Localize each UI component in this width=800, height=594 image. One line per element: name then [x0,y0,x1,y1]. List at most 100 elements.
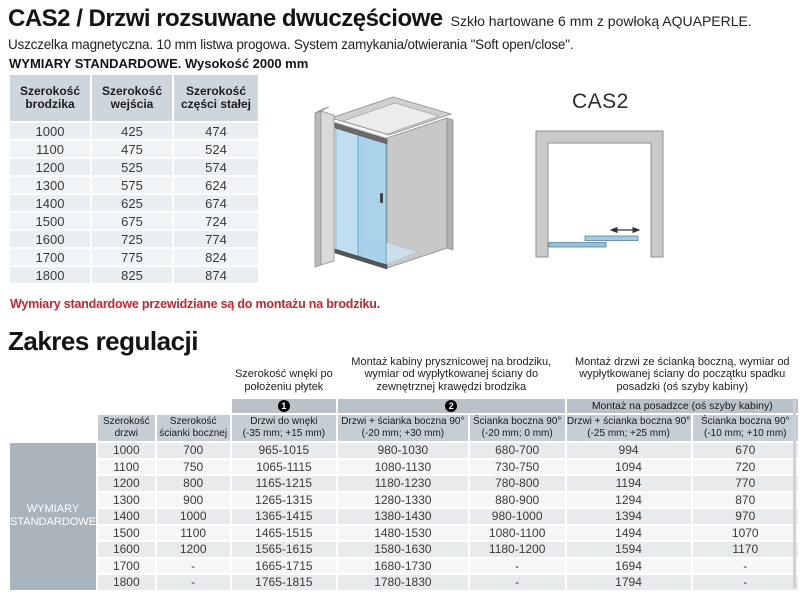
table-row: 1800 825 874 [10,267,258,283]
column-header-drzwi-scianka-90-tray: Drzwi + ścianka boczna 90° (-20 mm; +30 m… [338,415,468,441]
table-cell: 625 [92,195,172,211]
bottom-rail [334,248,388,270]
table-cell: 1100 [97,459,155,474]
table-cell: 1480-1530 [338,525,468,540]
table-cell: 1194 [566,476,691,491]
column-header-szerokosc-scianki: Szerokość ścianki bocznej [156,415,230,441]
table-cell: 1580-1630 [338,542,468,557]
table-cell: - [469,558,565,573]
table-cell: 1080-1100 [469,525,565,540]
table-cell: 700 [156,443,230,458]
table-cell: 1080-1130 [338,459,468,474]
standard-dimensions-table: Szerokość brodzika Szerokość wejścia Sze… [8,73,260,285]
table-row: 1500 1100 1465-1515 1480-1530 1080-1100 1494 1… [10,525,798,540]
badge-band-1: 1 [231,399,336,413]
column-header-scianka-90-floor: Ścianka boczna 90° (-10 mm; +10 mm) [692,415,798,441]
fixed-panel-plan [548,242,607,248]
table-row: 1700 775 824 [10,249,258,265]
table-cell: 965-1015 [231,443,336,458]
wall-outline [535,130,664,258]
table-row: 1100 475 524 [10,141,258,157]
table-cell: 1600 [10,231,90,247]
table-cell: 1294 [566,492,691,507]
table-cell: 1200 [156,542,230,557]
table-row: 1800-1765-1815 1780-1830-1794- [10,575,798,590]
table-cell: 800 [156,476,230,491]
table-cell: 1400 [97,509,155,524]
badge-band-2: 2 [338,399,565,413]
table-cell: 1100 [156,525,230,540]
regulation-range-table: Szerokość wnęki po położeniu płytek Mont… [8,343,800,592]
table-cell: 624 [174,177,258,193]
table-cell: 1180-1230 [338,476,468,491]
table-cell: 575 [92,177,172,193]
table-cell: 874 [174,267,258,283]
wall-pillar-top [314,106,330,114]
product-description: Uszczelka magnetyczna. 10 mm listwa prog… [8,37,574,52]
table-cell: 670 [692,443,798,458]
table-cell: 1300 [97,492,155,507]
table-cell: 880-900 [469,492,565,507]
badge-row: 1 2 Montaż na posadzce (oś szyby kabiny) [10,399,798,413]
sliding-panel-plan [584,235,639,241]
table-cell: 1065-1115 [231,459,336,474]
table-cell: 1180-1200 [469,542,565,557]
group-header-floor-mount: Montaż drzwi ze ścianką boczną, wymiar o… [574,356,790,393]
side-label-wymiary-standardowe: WYMIARY STANDARDOWE [10,443,96,590]
column-header-szerokosc-brodzika: Szerokość brodzika [10,75,90,121]
table-cell: 1380-1430 [338,509,468,524]
table-cell: 1300 [10,177,90,193]
standard-dimensions-heading: WYMIARY STANDARDOWE. Wysokość 2000 mm [9,56,309,71]
table-cell: 1200 [97,476,155,491]
table-row: 1200 800 1165-1215 1180-1230 780-800 1194 770 [10,476,798,491]
table-cell: 1465-1515 [231,525,336,540]
table-cell: 970 [692,509,798,524]
table-cell: 574 [174,159,258,175]
table-cell: 425 [92,123,172,139]
table-cell: 674 [174,195,258,211]
table-cell: 770 [692,476,798,491]
table-cell: - [692,575,798,590]
table-row: 1400 625 674 [10,195,258,211]
table-cell: 730-750 [469,459,565,474]
table-row: 1300 575 624 [10,177,258,193]
top-view-drawing [535,130,664,258]
column-header-scianka-90-tray: Ścianka boczna 90° (-20 mm; 0 mm) [469,415,565,441]
table-cell: 980-1030 [338,443,468,458]
table-cell: - [469,575,565,590]
table-row: 1300 900 1265-1315 1280-1330 880-900 1294 870 [10,492,798,507]
top-rim-inner [341,102,441,135]
table-cell: 825 [92,267,172,283]
table-cell: 1700 [97,558,155,573]
slide-direction-arrow-icon [609,226,641,234]
shower-cabin-3d-drawing [314,96,454,270]
column-header-szerokosc-drzwi: Szerokość drzwi [97,415,155,441]
table-cell: 1800 [10,267,90,283]
table-cell: 1594 [566,542,691,557]
table-cell: 1280-1330 [338,492,468,507]
table-cell: 724 [174,213,258,229]
table-cell: 1680-1730 [338,558,468,573]
table-cell: 1780-1830 [338,575,468,590]
table-cell: 775 [92,249,172,265]
table-cell: 1600 [97,542,155,557]
table-row: WYMIARY STANDARDOWE 1000 700 965-1015 980-1… [10,443,798,590]
table-cell: 525 [92,159,172,175]
table-cell: - [156,575,230,590]
step-2-badge-icon: 2 [445,400,458,413]
column-header-szerokosc-czesci-stalej: Szerokość części stałej [174,75,258,121]
table-cell: 1494 [566,525,691,540]
floor-mount-band: Montaż na posadzce (oś szyby kabiny) [566,399,798,413]
table-cell: 1070 [692,525,798,540]
table-row: 1000 425 474 [10,123,258,139]
column-header-drzwi-do-wneki: Drzwi do wnęki (-35 mm; +15 mm) [231,415,336,441]
table-cell: 1400 [10,195,90,211]
table-cell: - [692,558,798,573]
table-cell: 725 [92,231,172,247]
table-cell: - [156,558,230,573]
table-cell: 1694 [566,558,691,573]
table-cell: 680-700 [469,443,565,458]
page-header: CAS2 / Drzwi rozsuwane dwuczęściowe Szkło… [8,5,798,33]
table-row: 1500 675 724 [10,213,258,229]
